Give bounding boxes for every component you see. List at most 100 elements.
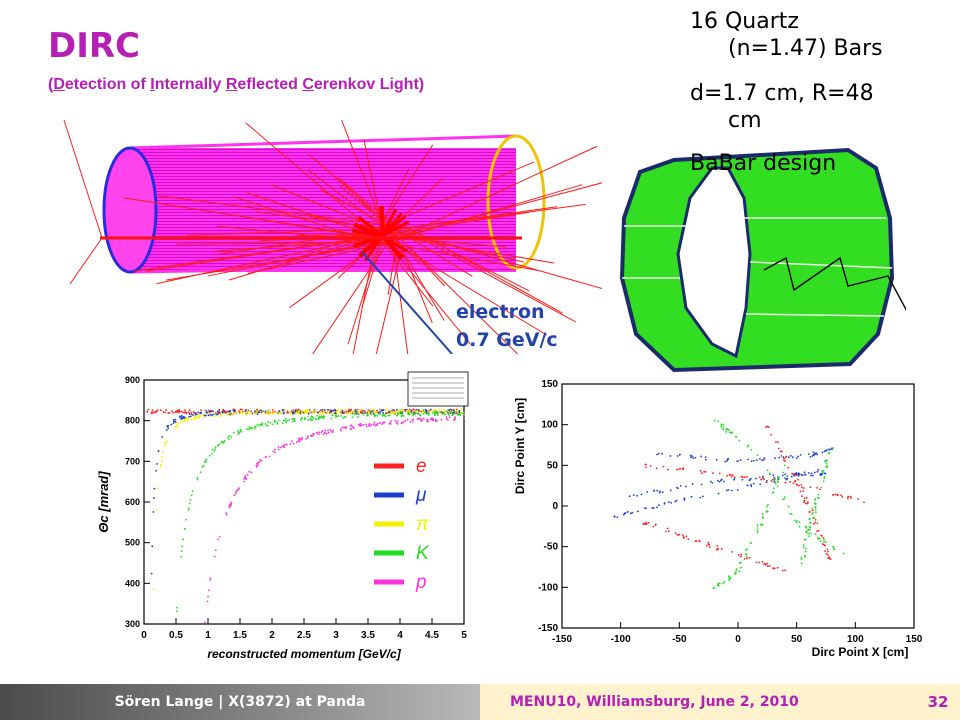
theta-point (419, 419, 422, 422)
theta-point (273, 411, 276, 414)
theta-point (271, 409, 274, 411)
xy-point (783, 457, 786, 460)
theta-point (153, 497, 155, 500)
xy-point (709, 480, 712, 483)
xy-point (682, 467, 684, 470)
theta-point (400, 412, 402, 415)
barrel-inner (676, 166, 752, 359)
theta-point (291, 409, 294, 412)
xy-point (632, 494, 635, 496)
theta-point (419, 414, 422, 417)
xy-point (716, 545, 719, 547)
photon-path (763, 256, 906, 311)
cerenkov-track (388, 145, 598, 244)
theta-point (298, 439, 300, 442)
theta-point (191, 490, 194, 493)
theta-y-tick-label: 300 (125, 619, 140, 629)
theta-point (297, 412, 300, 415)
theta-point (342, 417, 345, 419)
xy-point (726, 459, 729, 462)
theta-point (233, 494, 236, 497)
xy-x-tick-label: -150 (552, 634, 572, 645)
xy-point (811, 455, 814, 457)
xy-point (656, 489, 659, 492)
theta-point (228, 410, 231, 412)
xy-x-tick-label: 0 (735, 634, 741, 645)
theta-point (374, 424, 377, 427)
theta-point (246, 413, 248, 416)
subtitle-part: ( (48, 76, 54, 93)
theta-point (220, 413, 223, 416)
theta-point (452, 410, 455, 412)
cerenkov-core (363, 235, 384, 262)
xy-point (749, 477, 752, 480)
theta-point (174, 418, 177, 421)
xy-point (823, 543, 825, 546)
theta-point (256, 464, 259, 467)
xy-x-tick-label: -50 (672, 634, 687, 645)
xy-point (719, 582, 721, 585)
xy-point (759, 483, 762, 486)
theta-point (277, 413, 279, 415)
xy-point (801, 495, 803, 498)
theta-point (228, 438, 230, 441)
xy-point (808, 517, 811, 520)
theta-point (334, 412, 337, 415)
xy-point (733, 476, 736, 479)
theta-point (213, 450, 215, 452)
theta-point (447, 411, 449, 414)
xy-point (784, 460, 786, 462)
theta-point (341, 409, 344, 412)
theta-point (285, 443, 288, 446)
theta-y-tick-label: 400 (125, 578, 140, 588)
theta-point (439, 410, 442, 412)
theta-point (398, 411, 400, 414)
theta-point (316, 411, 319, 414)
theta-point (445, 410, 448, 413)
theta-point (234, 492, 237, 495)
xy-point (740, 566, 742, 569)
theta-point (432, 418, 434, 420)
xy-point (802, 487, 805, 490)
xy-point (756, 531, 759, 534)
xy-point (821, 471, 824, 474)
theta-point (159, 465, 162, 468)
theta-point (254, 410, 256, 413)
theta-point (247, 428, 250, 431)
xy-point (791, 456, 794, 459)
xy-point (772, 567, 774, 570)
theta-point (256, 423, 259, 426)
theta-point (290, 440, 293, 443)
theta-point (225, 512, 228, 514)
theta-vs-momentum-plot: 0 0.5 1 1.5 2 2.5 3 3.5 4 4.5 5 300 400 500 600 700 800 9… (92, 368, 482, 664)
theta-point (388, 411, 390, 413)
theta-point (293, 413, 296, 415)
theta-point (379, 422, 381, 424)
theta-point (194, 413, 197, 415)
theta-point (389, 422, 392, 424)
xy-x-tick-label: 150 (906, 634, 923, 645)
theta-point (334, 416, 337, 418)
xy-point (707, 541, 710, 544)
theta-point (329, 428, 332, 431)
theta-point (392, 411, 395, 414)
xy-point (825, 449, 827, 452)
xy-point (644, 521, 647, 524)
xy-point (772, 481, 775, 483)
cerenkov-track (404, 243, 446, 287)
theta-point (226, 410, 229, 413)
xy-point (803, 538, 806, 541)
theta-point (332, 429, 334, 432)
theta-point (269, 421, 272, 424)
theta-point (210, 415, 213, 418)
theta-point (422, 417, 425, 420)
theta-point (408, 409, 411, 412)
theta-point (323, 411, 326, 414)
theta-point (281, 422, 284, 425)
cerenkov-track (158, 195, 403, 228)
theta-point (268, 412, 271, 415)
xy-point (774, 457, 776, 460)
theta-point (220, 411, 223, 414)
xy-point (626, 511, 629, 513)
footer-right-band (480, 684, 960, 720)
